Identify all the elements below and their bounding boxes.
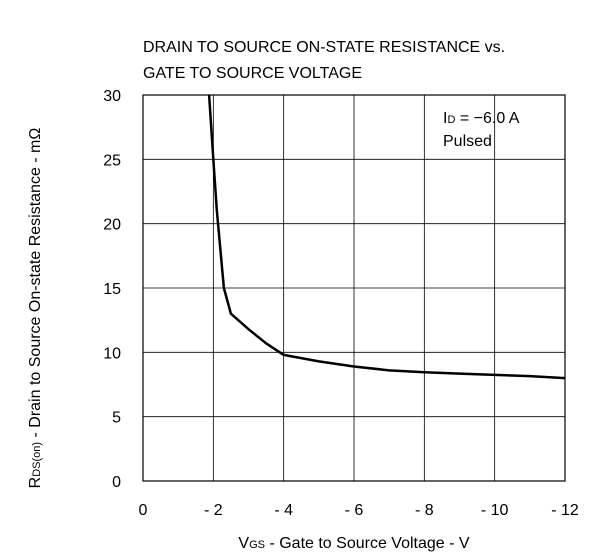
annotation-main: I <box>443 110 447 127</box>
annotation-line-1: ID = −6.0 A <box>443 110 520 127</box>
x-tick-label: 0 <box>139 502 148 519</box>
y-label-rest: - Drain to Source On-state Resistance - … <box>27 128 44 442</box>
x-tick-label: - 6 <box>345 502 364 519</box>
x-label-sub: GS <box>249 539 265 551</box>
y-label-sub: DS(on) <box>31 442 43 477</box>
y-label-main: R <box>27 477 44 489</box>
x-label-rest: - Gate to Source Voltage - V <box>265 535 470 552</box>
y-tick-label: 30 <box>103 88 121 105</box>
y-tick-label: 20 <box>103 217 121 234</box>
x-tick-label: - 2 <box>204 502 223 519</box>
annotation-line-2: Pulsed <box>443 133 492 150</box>
y-tick-label: 25 <box>103 152 121 169</box>
x-tick-label: - 12 <box>551 502 579 519</box>
curve <box>207 94 566 380</box>
y-tick-label: 10 <box>103 345 121 362</box>
plot-frame <box>142 94 566 482</box>
y-tick-label: 5 <box>112 410 121 427</box>
y-axis-label: RDS(on) - Drain to Source On-state Resis… <box>27 128 44 489</box>
x-axis-label: VGS - Gate to Source Voltage - V <box>238 535 469 552</box>
x-tick-label: - 4 <box>274 502 293 519</box>
chart-title-line-1: DRAIN TO SOURCE ON-STATE RESISTANCE vs. <box>143 39 505 56</box>
x-tick-label: - 10 <box>481 502 509 519</box>
annotation-sub: D <box>447 114 455 126</box>
y-tick-label: 15 <box>103 281 121 298</box>
x-label-main: V <box>238 535 249 552</box>
chart-title-line-2: GATE TO SOURCE VOLTAGE <box>143 65 362 82</box>
y-tick-label: 0 <box>112 474 121 491</box>
x-tick-label: - 8 <box>415 502 434 519</box>
annotation-rest: = −6.0 A <box>455 110 519 127</box>
